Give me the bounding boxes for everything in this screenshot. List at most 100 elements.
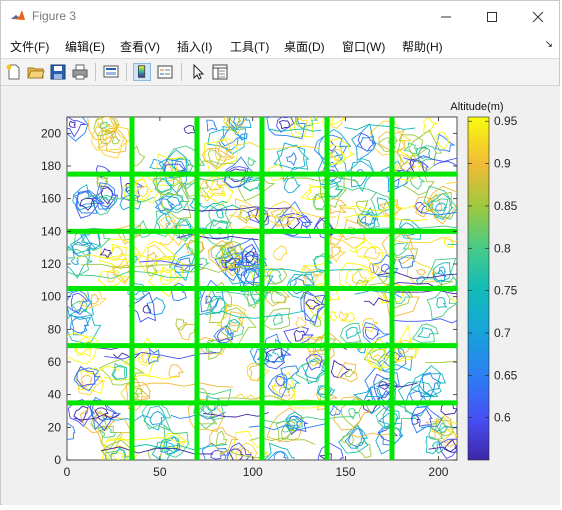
property-inspector-icon[interactable] (211, 63, 229, 81)
print-icon[interactable] (71, 63, 89, 81)
contour-line (425, 435, 443, 454)
colorbar-toggle-icon[interactable] (133, 63, 151, 81)
contour-figure[interactable]: 0 50 100 150 200 0 20 40 60 80 100 120 140 160 180 200… (2, 86, 560, 505)
menu-insert[interactable]: 插入(I) (177, 40, 213, 54)
contour-line (266, 450, 289, 460)
contour-line (183, 125, 196, 134)
y-tick-label: 160 (41, 192, 61, 206)
contour-line (280, 421, 297, 441)
contour-line (104, 243, 128, 262)
contour-line (174, 257, 194, 272)
contour-line (67, 117, 89, 142)
contour-line (345, 326, 360, 340)
open-file-icon[interactable] (27, 63, 45, 81)
contour-line (134, 382, 234, 388)
contour-line (84, 194, 155, 203)
maximize-button[interactable] (469, 1, 515, 32)
contour-line (100, 446, 214, 455)
new-figure-icon[interactable] (5, 63, 23, 81)
legend-toggle-icon[interactable] (156, 63, 174, 81)
contour-line (416, 327, 434, 339)
contour-lines (67, 117, 457, 460)
contour-line (438, 438, 457, 459)
contour-line (107, 437, 181, 445)
menu-overflow-arrow[interactable]: ↘ (544, 39, 553, 50)
menu-help[interactable]: 帮助(H) (402, 40, 443, 54)
contour-line (225, 117, 242, 133)
contour-line (140, 351, 152, 364)
contour-line (364, 367, 400, 404)
contour-line (207, 149, 222, 168)
contour-line (306, 336, 324, 353)
contour-line (440, 400, 457, 416)
contour-line (263, 442, 295, 460)
contour-line (225, 247, 237, 257)
contour-line (106, 271, 118, 283)
link-plot-icon[interactable] (102, 63, 120, 81)
contour-line (340, 397, 365, 428)
contour-line (129, 443, 227, 451)
menu-bar: 文件(F) 编辑(E) 查看(V) 插入(I) 工具(T) 桌面(D) 窗口(W… (1, 32, 559, 59)
contour-line (206, 119, 218, 132)
contour-line (216, 395, 325, 403)
contour-line (80, 227, 101, 250)
contour-line (159, 157, 182, 182)
y-tick-label: 80 (48, 322, 62, 336)
contour-line (141, 403, 172, 432)
contour-line (276, 117, 295, 133)
contour-line (349, 432, 396, 438)
contour-line (75, 189, 105, 214)
contour-line (97, 129, 117, 149)
contour-line (142, 304, 152, 314)
contour-line (415, 269, 426, 276)
contour-line (286, 151, 297, 167)
title-bar[interactable]: Figure 3 (1, 1, 559, 32)
contour-line (67, 117, 87, 138)
contour-line (318, 128, 352, 168)
menu-edit[interactable]: 编辑(E) (65, 40, 105, 54)
contour-line (289, 117, 319, 138)
contour-line (160, 191, 189, 214)
contour-line (91, 185, 118, 208)
contour-line (289, 273, 316, 295)
contour-line (154, 195, 181, 216)
contour-line (210, 450, 226, 460)
contour-line (216, 325, 234, 342)
edit-plot-arrow-icon[interactable] (189, 63, 207, 81)
contour-line (444, 442, 457, 447)
contour-line (220, 125, 242, 147)
contour-line (376, 382, 418, 388)
figure-canvas-area[interactable]: 0 50 100 150 200 0 20 40 60 80 100 120 140 160 180 200… (2, 86, 560, 505)
contour-line (421, 372, 444, 397)
contour-line (152, 175, 266, 183)
contour-line (178, 265, 258, 273)
contour-line (393, 318, 457, 324)
menu-tools[interactable]: 工具(T) (230, 40, 270, 54)
menu-desktop[interactable]: 桌面(D) (284, 40, 325, 54)
contour-line (224, 257, 237, 272)
contour-line (209, 426, 239, 456)
contour-line (447, 421, 457, 437)
contour-line (273, 450, 287, 460)
menu-view[interactable]: 查看(V) (120, 40, 160, 54)
minimize-button[interactable] (423, 1, 469, 32)
contour-line (205, 295, 213, 304)
contour-line (378, 129, 406, 153)
contour-line (137, 240, 178, 274)
contour-line (275, 209, 287, 223)
contour-line (309, 314, 322, 328)
colorbar[interactable] (467, 116, 490, 461)
save-icon[interactable] (49, 63, 67, 81)
contour-line (397, 381, 439, 417)
contour-line (71, 301, 89, 313)
contour-line (403, 141, 418, 154)
contour-line (352, 386, 383, 415)
close-button[interactable] (515, 1, 561, 32)
contour-line (236, 142, 320, 150)
contour-line (243, 268, 260, 287)
menu-file[interactable]: 文件(F) (10, 40, 50, 54)
contour-line (139, 260, 203, 267)
menu-window[interactable]: 窗口(W) (342, 40, 386, 54)
contour-line (76, 191, 104, 219)
